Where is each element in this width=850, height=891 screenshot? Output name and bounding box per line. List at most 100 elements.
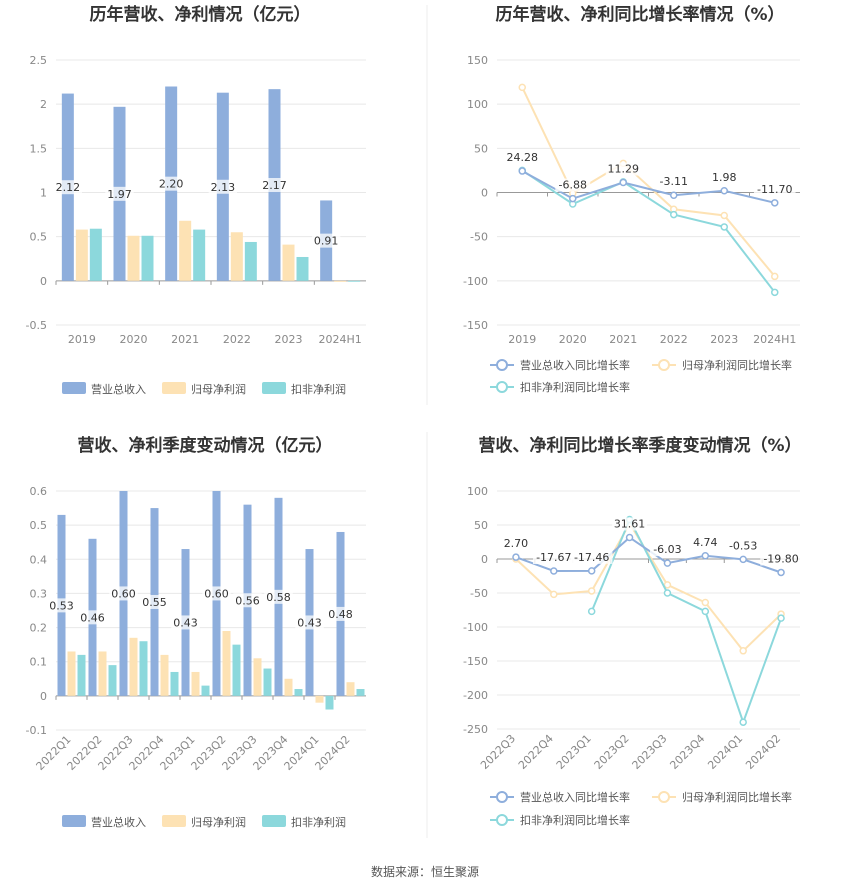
y-tick-label: 0 <box>481 553 488 566</box>
quarterly-growth-rate-chart: 营收、净利同比增长率季度变动情况（%） 100 50 0 -50 -100 -150 -20… <box>463 435 802 827</box>
x-tick-label: 2019 <box>68 333 96 346</box>
x-tick-label: 2023 <box>275 333 303 346</box>
y-tick-label: -200 <box>463 689 488 702</box>
y-tick-label: 0.3 <box>30 587 48 600</box>
data-label: -11.70 <box>757 183 792 196</box>
legend-label: 营业总收入 <box>91 815 146 829</box>
x-tick-label: 2023Q2 <box>592 732 632 772</box>
y-tick-label: 1 <box>40 187 47 200</box>
series-point <box>739 718 747 726</box>
data-label: -6.88 <box>559 179 587 192</box>
data-label-bg <box>78 610 107 625</box>
x-tick-label: 2024H1 <box>319 333 362 346</box>
legend-label: 归母净利润同比增长率 <box>682 358 792 372</box>
legend-label: 扣非净利润 <box>291 815 346 829</box>
data-label-bg <box>171 615 200 630</box>
bar-net-profit <box>334 280 347 282</box>
data-label-bg <box>612 517 648 531</box>
data-label-bg <box>109 586 138 601</box>
y-tick-label: 100 <box>467 98 488 111</box>
bar-net-profit <box>98 651 107 696</box>
series-point <box>587 607 596 616</box>
legend-swatch <box>262 815 286 827</box>
data-label: -17.46 <box>574 551 609 564</box>
bar-net-profit <box>253 658 262 696</box>
bar-net-profit <box>129 637 138 696</box>
data-label-bg <box>555 178 591 192</box>
data-label-bg <box>105 186 134 201</box>
data-label-bg <box>260 177 289 192</box>
x-tick-label: 2024Q1 <box>705 732 745 772</box>
series-line <box>521 169 776 293</box>
y-tick-label: 0.5 <box>30 231 48 244</box>
data-label-bg <box>326 606 355 621</box>
data-label: -17.67 <box>536 551 571 564</box>
series-point <box>518 167 526 175</box>
series-point <box>518 83 526 92</box>
data-label-bg <box>504 151 540 165</box>
series-point <box>587 587 596 595</box>
y-tick-label: 100 <box>467 485 488 498</box>
series-point <box>670 191 678 199</box>
legend-swatch-marker <box>658 359 670 371</box>
bar-net-profit <box>284 678 293 696</box>
data-label: 0.60 <box>204 587 229 600</box>
data-label: 2.17 <box>262 179 287 192</box>
bar-net-profit <box>222 630 231 696</box>
data-label: -6.03 <box>653 543 681 556</box>
legend-label: 归母净利润 <box>191 382 246 396</box>
data-label-bg <box>501 537 531 551</box>
annual-revenue-profit-chart: 历年营收、净利情况（亿元） 2.5 2 1.5 1 0.5 0 -0.5 2019 2020 20… <box>26 4 366 396</box>
bar-deducted-profit <box>232 644 241 696</box>
data-label: 2.70 <box>504 537 529 550</box>
x-tick-label: 2023Q4 <box>667 732 707 772</box>
x-tick-label: 2024Q2 <box>313 733 353 773</box>
y-tick-label: -250 <box>463 723 488 736</box>
bar-net-profit <box>127 235 140 281</box>
legend-swatch-marker <box>658 791 670 803</box>
x-tick-label: 2022Q4 <box>516 732 556 772</box>
y-tick-label: 0 <box>481 187 488 200</box>
series-point <box>512 553 520 561</box>
data-label-bg <box>140 594 169 609</box>
y-tick-label: 0 <box>40 690 47 703</box>
data-label-bg <box>156 176 186 191</box>
series-point <box>739 647 747 655</box>
y-tick-label: -150 <box>463 319 488 332</box>
bar-deducted-profit <box>325 695 334 710</box>
data-label-bg <box>311 233 341 248</box>
legend-label: 营业总收入 <box>91 382 146 396</box>
series-line <box>521 170 776 204</box>
x-tick-label: 2023Q1 <box>554 732 594 772</box>
series-point <box>701 552 710 560</box>
y-tick-label: 0.4 <box>30 553 48 566</box>
data-label: 1.97 <box>107 188 132 201</box>
bar-deducted-profit <box>141 235 154 281</box>
legend-label: 扣非净利润同比增长率 <box>520 813 630 827</box>
series-point <box>619 178 627 187</box>
data-label-bg <box>202 586 231 601</box>
data-label: 4.74 <box>693 536 718 549</box>
bar-deducted-profit <box>89 228 102 281</box>
bar-net-profit <box>346 682 355 696</box>
bar-net-profit <box>179 220 192 281</box>
x-tick-label: 2022Q3 <box>478 732 518 772</box>
chart-title: 历年营收、净利情况（亿元） <box>90 4 311 25</box>
y-tick-label: -150 <box>463 655 488 668</box>
data-label: 2.13 <box>211 181 236 194</box>
bar-deducted-profit <box>193 229 206 281</box>
y-tick-label: 0.6 <box>30 485 48 498</box>
data-source-note: 数据来源：恒生聚源 <box>371 864 479 879</box>
y-tick-label: 1.5 <box>30 142 48 155</box>
series-point <box>720 223 728 231</box>
legend-label: 营业总收入同比增长率 <box>520 790 630 804</box>
x-tick-label: 2023Q3 <box>629 732 669 772</box>
data-label-bg <box>233 593 262 608</box>
series-line <box>521 86 776 278</box>
data-label: 0.60 <box>111 587 136 600</box>
x-tick-label: 2022 <box>660 333 688 346</box>
data-label: 0.91 <box>314 235 339 248</box>
data-label: -3.11 <box>660 175 688 188</box>
chart-title: 营收、净利季度变动情况（亿元） <box>78 435 333 456</box>
annual-growth-rate-chart: 历年营收、净利同比增长率情况（%） 150 100 50 0 -50 -100 -150 20… <box>463 4 800 394</box>
